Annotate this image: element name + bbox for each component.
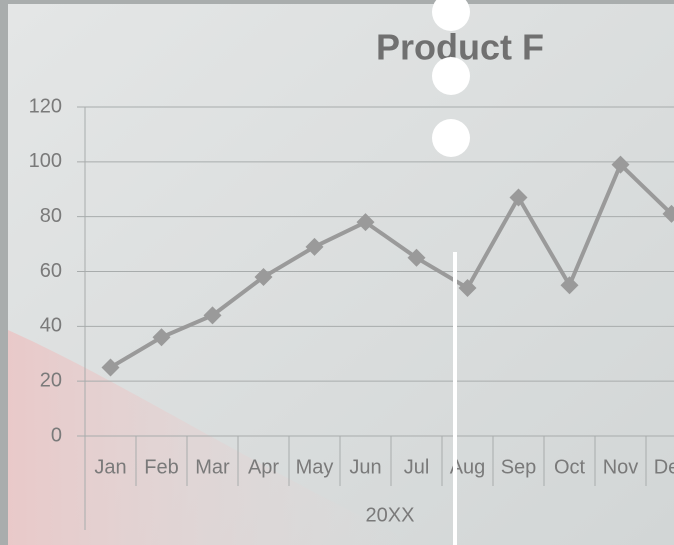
y-tick-label: 0	[51, 424, 62, 446]
x-axis-label: 20XX	[366, 504, 415, 526]
x-tick-label: Sep	[501, 456, 537, 478]
x-tick-label: Feb	[144, 456, 178, 478]
chart: Product F 20XX 020406080100120JanFebMarA…	[0, 0, 674, 545]
y-tick-label: 80	[40, 205, 62, 227]
x-tick-label: Dec	[654, 456, 674, 478]
y-tick-label: 60	[40, 260, 62, 282]
dot	[432, 119, 470, 157]
y-tick-label: 40	[40, 315, 62, 337]
page: {"chart_data": {"type": "line", "title":…	[0, 0, 674, 545]
x-tick-label: Oct	[554, 456, 586, 478]
x-tick-label: Jul	[404, 456, 430, 478]
x-tick-label: Nov	[603, 456, 639, 478]
x-tick-label: Apr	[248, 456, 279, 478]
x-tick-label: Jan	[94, 456, 126, 478]
x-tick-label: Mar	[195, 456, 230, 478]
x-tick-label: Jun	[349, 456, 381, 478]
y-tick-label: 120	[29, 95, 62, 117]
x-tick-label: May	[296, 456, 334, 478]
dot	[432, 57, 470, 95]
y-tick-label: 20	[40, 369, 62, 391]
y-tick-label: 100	[29, 150, 62, 172]
